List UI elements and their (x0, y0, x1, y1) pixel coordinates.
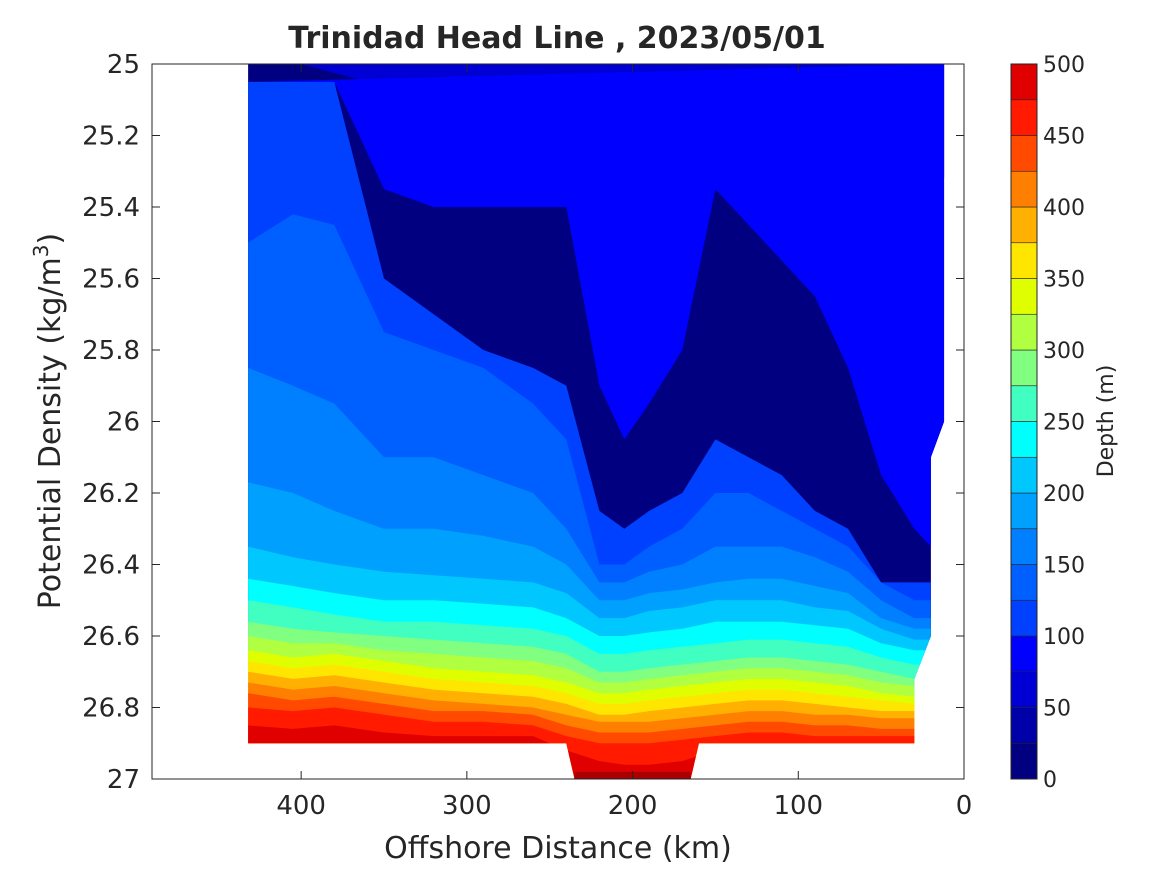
y-tick-label: 26.2 (82, 479, 140, 509)
colorbar-segment (1010, 671, 1038, 708)
colorbar-label: Depth (m) (1094, 365, 1119, 478)
colorbar-segment (1010, 385, 1038, 422)
colorbar: 0 50 100 150 200 250 300 350 400 450 500 (1010, 53, 1085, 793)
y-tick-label: 25.6 (82, 265, 140, 295)
colorbar-tick-label: 500 (1043, 53, 1085, 78)
colorbar-segment (1010, 170, 1038, 208)
y-tick-label: 25 (107, 50, 140, 80)
colorbar-segment (1010, 421, 1038, 458)
colorbar-segment (1010, 99, 1038, 136)
y-tick-label: 25.2 (82, 122, 140, 152)
colorbar-segment (1010, 278, 1038, 315)
colorbar-segment (1010, 707, 1038, 744)
contour-layer (248, 64, 945, 779)
x-tick-label: 100 (773, 791, 823, 821)
colorbar-segment (1010, 599, 1038, 637)
x-axis: 400 300 200 100 0 (276, 64, 972, 821)
y-axis-label-superscript: 3 (29, 244, 53, 257)
contour-fills (248, 64, 945, 779)
colorbar-tick-label: 50 (1043, 697, 1071, 722)
colorbar-tick-label: 300 (1043, 339, 1085, 364)
colorbar-segment (1010, 349, 1038, 387)
y-tick-label: 25.8 (82, 336, 140, 366)
colorbar-segment (1010, 63, 1038, 101)
colorbar-tick-label: 100 (1043, 625, 1085, 650)
colorbar-segment (1010, 206, 1038, 244)
y-tick-label: 26.4 (82, 551, 140, 581)
y-tick-label: 26.6 (82, 622, 140, 652)
x-tick-label: 400 (276, 791, 326, 821)
colorbar-tick-label: 450 (1043, 125, 1085, 150)
y-tick-label: 25.4 (82, 193, 140, 223)
colorbar-segment (1010, 635, 1038, 673)
colorbar-frame (1010, 63, 1038, 780)
x-tick-label: 300 (442, 791, 492, 821)
colorbar-segment (1010, 135, 1038, 172)
y-axis-label-close: ) (33, 233, 68, 245)
colorbar-tick-label: 0 (1043, 768, 1057, 793)
colorbar-tick-label: 350 (1043, 268, 1085, 293)
colorbar-tick-label: 250 (1043, 411, 1085, 436)
colorbar-segment (1010, 564, 1038, 601)
y-tick-label: 27 (107, 765, 140, 795)
colorbar-tick-label: 150 (1043, 554, 1085, 579)
colorbar-segment (1010, 313, 1038, 351)
chart-title: Trinidad Head Line , 2023/05/01 (288, 21, 825, 56)
y-tick-label: 26 (107, 408, 140, 438)
x-axis-label: Offshore Distance (km) (384, 831, 732, 866)
colorbar-tick-label: 400 (1043, 196, 1085, 221)
colorbar-segment (1010, 242, 1038, 279)
colorbar-segment (1010, 742, 1038, 780)
y-axis: 25 25.2 25.4 25.6 25.8 26 26.2 26.4 26.6 26.8 27 (82, 50, 964, 795)
colorbar-segment (1010, 528, 1038, 565)
y-axis-label-main: Potential Density (kg/m (33, 257, 68, 609)
x-tick-label: 200 (608, 791, 658, 821)
colorbar-segment (1010, 456, 1038, 494)
y-tick-label: 26.8 (82, 694, 140, 724)
contour-band-75 (248, 64, 945, 547)
colorbar-tick-label: 200 (1043, 482, 1085, 507)
y-axis-label: Potential Density (kg/m3) (29, 233, 68, 609)
x-tick-label: 0 (956, 791, 973, 821)
colorbar-segment (1010, 492, 1038, 530)
